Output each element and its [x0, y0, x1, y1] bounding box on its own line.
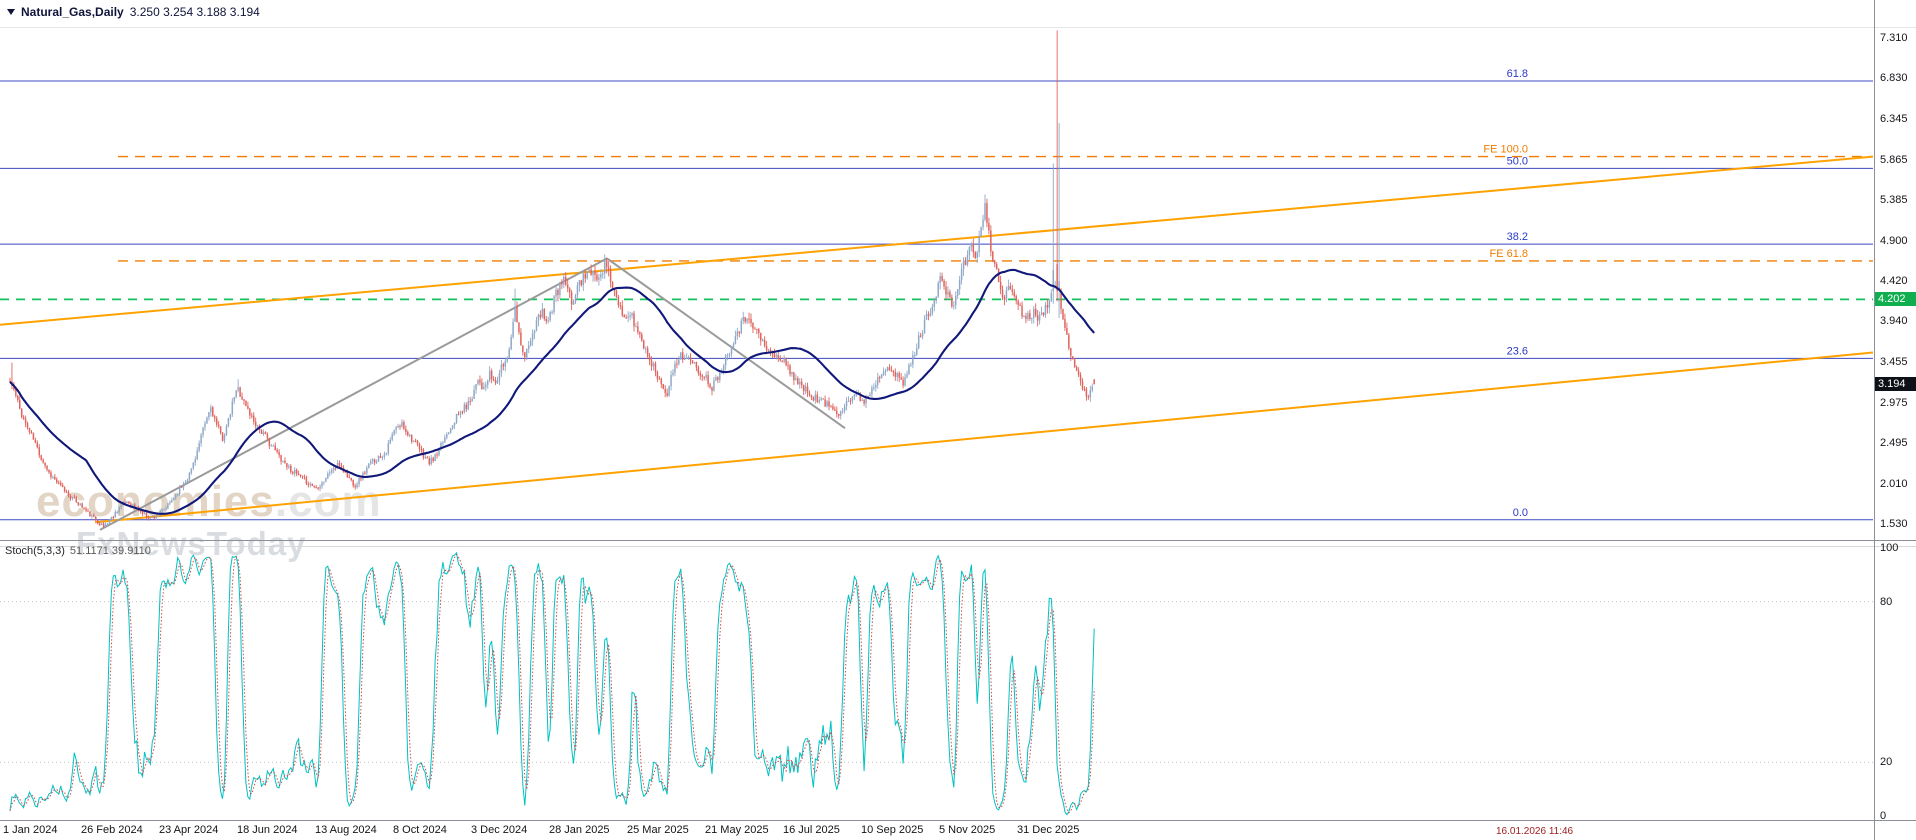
symbol-dropdown-icon	[7, 9, 15, 15]
fib-level-label: 50.0	[1507, 155, 1528, 167]
price-tick-label: 5.385	[1880, 194, 1908, 206]
time-axis-label: 1 Jan 2024	[3, 824, 58, 836]
price-tick-label: 5.865	[1880, 154, 1908, 166]
price-tick-label: 7.310	[1880, 32, 1908, 44]
price-tick-label: 6.830	[1880, 72, 1908, 84]
trendline	[606, 257, 846, 430]
indicator-values: 51.1171 39.9110	[69, 545, 151, 557]
time-axis-label: 28 Jan 2025	[549, 824, 610, 836]
timestamp-note: 16.01.2026 11:46	[1496, 826, 1574, 837]
fib-level-label: 38.2	[1507, 231, 1528, 243]
price-tick-label: 2.975	[1880, 397, 1908, 409]
watermark: economies.com FxNewsToday	[36, 477, 382, 562]
current-price-badge: 3.194	[1875, 377, 1916, 391]
indicator-tick-label: 0	[1880, 810, 1887, 822]
price-tick-label: 6.345	[1880, 113, 1908, 125]
green-level-badge: 4.202	[1875, 292, 1916, 306]
stoch-d-line	[9, 553, 1095, 814]
time-axis-label: 23 Apr 2024	[159, 824, 219, 836]
time-axis-label: 13 Aug 2024	[315, 824, 377, 836]
watermark-brand-suffix: .com	[274, 477, 382, 526]
channel-line	[0, 155, 1874, 326]
indicator-tick-label: 20	[1880, 756, 1893, 768]
fib-retracement[interactable]: 61.8 50.0 38.2 23.6 0.0	[0, 68, 1873, 521]
time-axis-label: 8 Oct 2024	[393, 824, 447, 836]
trendline	[99, 257, 608, 531]
time-axis-label: 25 Mar 2025	[627, 824, 689, 836]
price-tick-label: 4.900	[1880, 235, 1908, 247]
moving-average-line[interactable]	[9, 268, 1095, 515]
time-axis-label: 16 Jul 2025	[783, 824, 840, 836]
fib-expansion[interactable]: FE 100.0 FE 61.8	[118, 144, 1873, 262]
channel-line	[94, 351, 1874, 524]
price-tick-label: 2.495	[1880, 437, 1908, 449]
time-axis-label: 21 May 2025	[705, 824, 769, 836]
price-tick-label: 3.940	[1880, 315, 1908, 327]
indicator-name: Stoch(5,3,3)	[5, 545, 65, 557]
watermark-subtitle: FxNewsToday	[76, 525, 307, 562]
ohlc-values: 3.250 3.254 3.188 3.194	[129, 5, 260, 19]
chart-title: Natural_Gas,Daily 3.250 3.254 3.188 3.19…	[7, 5, 260, 19]
time-axis-label: 3 Dec 2024	[471, 824, 528, 836]
price-tick-label: 4.420	[1880, 275, 1908, 287]
fib-level-label: 0.0	[1513, 507, 1528, 519]
time-axis-label: 26 Feb 2024	[81, 824, 143, 836]
fib-level-label: 23.6	[1507, 345, 1528, 357]
price-tick-label: 2.010	[1880, 478, 1908, 490]
candlestick-series[interactable]	[9, 30, 1095, 528]
time-axis-label: 5 Nov 2025	[939, 824, 996, 836]
fib-level-label: 61.8	[1507, 68, 1528, 80]
symbol-period-label: Natural_Gas,Daily	[21, 5, 124, 19]
price-tick-label: 1.530	[1880, 518, 1908, 530]
indicator-label: Stoch(5,3,3) 51.1171 39.9110	[5, 545, 151, 557]
time-axis-label: 10 Sep 2025	[861, 824, 924, 836]
indicator-tick-label: 80	[1880, 596, 1893, 608]
indicator-tick-label: 100	[1880, 542, 1899, 554]
time-axis-label: 31 Dec 2025	[1017, 824, 1080, 836]
gray-trendlines[interactable]	[99, 257, 846, 531]
fib-expansion-label: FE 61.8	[1489, 248, 1528, 260]
time-axis-label: 18 Jun 2024	[237, 824, 298, 836]
price-tick-label: 3.455	[1880, 356, 1908, 368]
stoch-k-line	[9, 551, 1095, 816]
fib-expansion-label: FE 100.0	[1483, 144, 1528, 156]
stochastic-pane[interactable]	[0, 551, 1873, 816]
trend-channel[interactable]	[0, 155, 1874, 524]
